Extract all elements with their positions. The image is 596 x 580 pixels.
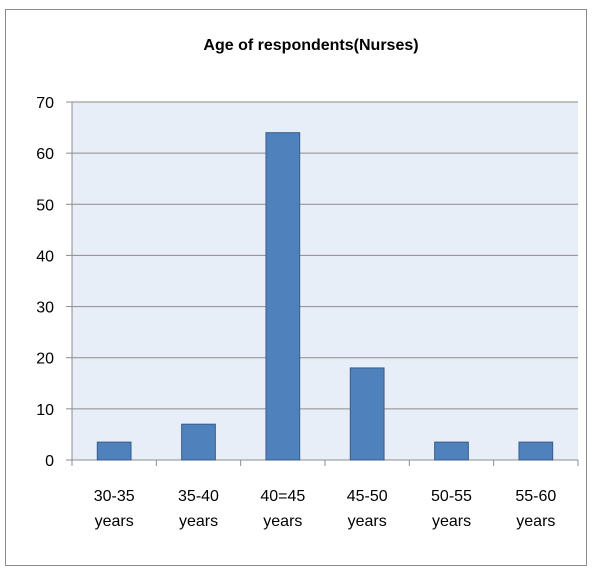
x-category-label: years [179,513,218,530]
bar [181,423,216,461]
x-category-label: 40=45 [260,488,305,505]
chart-frame: Age of respondents(Nurses) 0 10 20 30 40 50 60… [5,9,587,566]
bar [349,367,385,461]
bar [265,132,301,461]
plot-background [72,102,578,460]
x-category-label: 55-60 [515,488,556,505]
bar [434,441,469,461]
y-tick-label: 50 [36,197,54,214]
chart-title: Age of respondents(Nurses) [203,37,418,54]
y-tick-label: 10 [36,402,54,419]
x-category-label: 30-35 [94,488,135,505]
bar [96,441,132,461]
y-tick-label: 70 [36,95,54,112]
plot-area: 0 10 20 30 40 50 60 70 30-35 years 35-40 years 40=45… [36,95,579,530]
x-category-label: 35-40 [178,488,219,505]
x-category-label: years [432,513,471,530]
x-category-label: years [348,513,387,530]
bar-chart: Age of respondents(Nurses) 0 10 20 30 40 50 60… [36,37,579,530]
x-category-label: years [516,513,555,530]
y-tick-label: 30 [36,300,54,317]
x-category-label: years [95,513,134,530]
y-tick-label: 20 [36,351,54,368]
x-category-label: 50-55 [431,488,472,505]
y-tick-label: 0 [45,453,54,470]
bar [518,441,554,461]
x-category-label: 45-50 [347,488,388,505]
x-category-label: years [263,513,302,530]
y-tick-label: 60 [36,146,54,163]
y-tick-label: 40 [36,248,54,265]
